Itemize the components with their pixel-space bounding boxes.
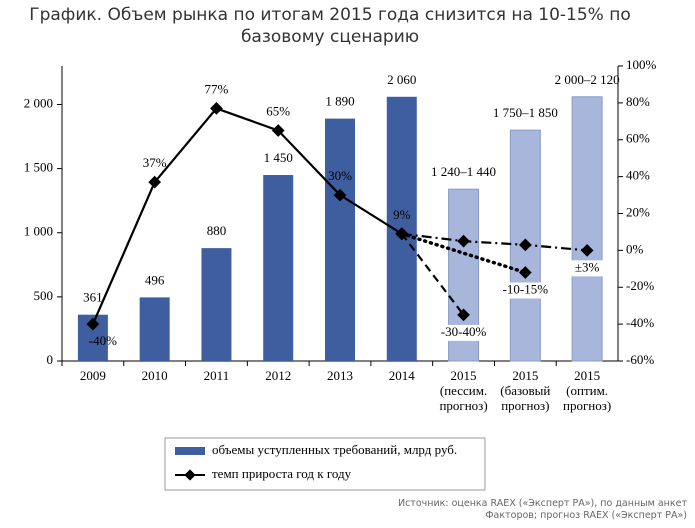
x-tick-label: 2009: [79, 368, 106, 383]
y2-tick-label: 0%: [626, 241, 644, 256]
y2-tick-label: 20%: [626, 204, 650, 219]
bar: [325, 118, 355, 361]
line-marker: [148, 175, 162, 189]
y2-tick-label: 100%: [626, 57, 657, 72]
line-marker: [86, 317, 100, 331]
label-box: [501, 282, 550, 299]
x-tick-label: 2011: [203, 368, 230, 383]
x-tick-label: 2015 (базовый прогноз): [500, 368, 551, 413]
bar: [263, 175, 294, 361]
line-marker: [457, 234, 470, 248]
legend-box: [164, 437, 486, 491]
line-marker: [457, 308, 470, 322]
y-tick-label: 2 000: [24, 95, 53, 110]
y2-tick-label: 60%: [626, 131, 650, 146]
x-tick-label: 2015 (оптим. прогноз): [563, 368, 612, 413]
label-box: [563, 260, 612, 277]
bar-label: 361: [83, 290, 103, 305]
bar: [201, 248, 232, 361]
line: [401, 232, 588, 252]
legend-label: объемы уступленных требований, млрд руб.: [212, 442, 457, 457]
bar: [571, 96, 603, 362]
line-label: -30-40%: [441, 324, 487, 339]
y2-tick-label: -20%: [626, 278, 654, 293]
line-label: 65%: [266, 104, 290, 119]
y2-tick-label: -40%: [626, 315, 654, 330]
line-label: ±3%: [575, 259, 600, 274]
y-tick-label: 500: [34, 288, 54, 303]
bar-label: 2 060: [387, 72, 416, 87]
x-tick-label: 2015 (пессим. прогноз): [439, 368, 488, 413]
line-marker: [333, 188, 347, 202]
bar-label: 880: [207, 223, 227, 238]
x-tick-label: 2013: [327, 368, 353, 383]
line-marker: [395, 227, 409, 241]
bar-label: 1 890: [325, 94, 354, 109]
bar-label: 2 000–2 120: [555, 72, 620, 87]
line-marker: [271, 124, 285, 137]
y2-tick-label: 40%: [626, 168, 650, 183]
line-label: -40%: [89, 333, 117, 348]
line-label: -10-15%: [503, 281, 549, 296]
bar-label: 496: [145, 272, 165, 287]
line-label: 9%: [393, 207, 411, 222]
line: [400, 232, 528, 275]
y2-tick-label: -60%: [626, 352, 654, 367]
source-note: Источник: оценка RAEX («Эксперт РА»), по…: [397, 498, 687, 521]
line-label: 37%: [143, 155, 167, 170]
bar-label: 1 450: [264, 150, 293, 165]
x-tick-label: 2012: [265, 368, 292, 383]
bar: [139, 297, 170, 361]
line-label: 77%: [205, 81, 229, 96]
y2-tick-label: 80%: [626, 94, 650, 109]
line-label: 30%: [328, 168, 352, 183]
line-marker: [210, 102, 223, 115]
bar-label: 1 240–1 440: [431, 164, 496, 179]
legend-swatch: [175, 447, 205, 455]
line: [91, 107, 403, 325]
y-tick-label: 1 000: [24, 224, 53, 239]
y-tick-label: 0: [47, 352, 54, 367]
legend-label: темп прироста год к году: [212, 466, 352, 481]
line: [400, 233, 465, 316]
x-tick-label: 2010: [141, 368, 168, 383]
bar-label: 1 750–1 850: [493, 105, 558, 120]
y-tick-label: 1 500: [24, 160, 53, 175]
x-tick-label: 2014: [388, 368, 415, 383]
legend-swatch: [184, 469, 196, 481]
chart-title: График. Объем рынка по итогам 2015 года …: [29, 5, 631, 47]
label-box: [439, 324, 488, 341]
